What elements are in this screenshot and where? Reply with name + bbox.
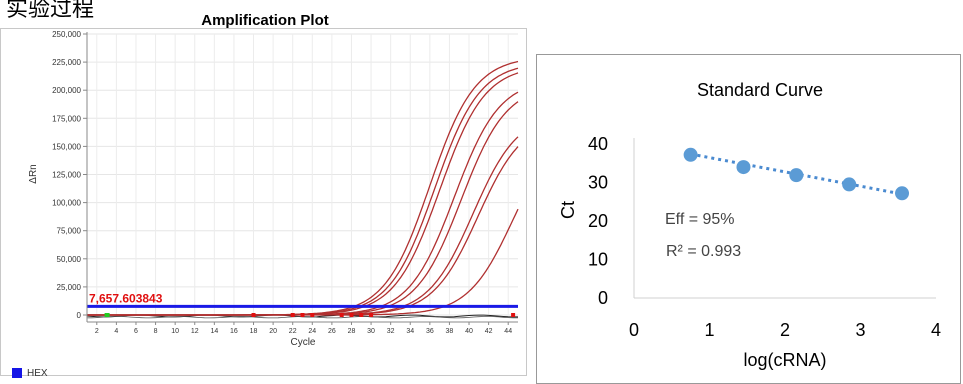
amplification-x-tick-label: 16 <box>230 328 238 335</box>
amplification-x-tick-label: 42 <box>485 328 493 335</box>
ct-marker <box>349 313 354 317</box>
ct-marker <box>300 313 305 317</box>
standard-curve-y-tick-label: 30 <box>588 173 608 193</box>
standard-curve-x-tick-label: 0 <box>629 320 639 340</box>
standard-curve-x-tick-label: 3 <box>855 320 865 340</box>
standard-curve-x-tick-label: 4 <box>931 320 941 340</box>
standard-curve-point-5 <box>895 186 910 201</box>
ct-marker <box>359 313 364 317</box>
standard-curve-y-tick-label: 10 <box>588 250 608 270</box>
amplification-y-axis-label: ΔRn <box>28 164 39 183</box>
amplification-y-tick-label: 175,000 <box>52 114 81 123</box>
standard-curve-y-tick-label: 40 <box>588 134 608 154</box>
amplification-x-tick-label: 10 <box>171 328 179 335</box>
amplification-y-tick-label: 225,000 <box>52 58 81 67</box>
amplification-x-tick-label: 32 <box>387 328 395 335</box>
standard-curve-annotation-eff: Eff = 95% <box>665 211 735 228</box>
amplification-x-tick-label: 18 <box>250 328 258 335</box>
standard-curve-x-tick-label: 2 <box>780 320 790 340</box>
ct-marker <box>290 313 295 317</box>
ct-marker <box>511 313 516 317</box>
standard-curve-y-axis-label: Ct <box>558 201 578 219</box>
amplification-plot-title: Amplification Plot <box>201 12 329 29</box>
amplification-y-tick-label: 125,000 <box>52 171 81 180</box>
amplification-plot: 0 25,000 50,000 75,000 100,000 125,000 150,000… <box>0 28 527 376</box>
amplification-x-tick-label: 26 <box>328 328 336 335</box>
amplification-x-tick-label: 2 <box>95 328 99 335</box>
amplification-legend: HEX <box>12 366 48 380</box>
standard-curve-point-3 <box>789 168 804 183</box>
standard-curve-y-tick-label: 20 <box>588 211 608 231</box>
amplification-y-tick-label: 150,000 <box>52 142 81 151</box>
standard-curve-title: Standard Curve <box>697 80 823 100</box>
amplification-y-tick-label: 25,000 <box>57 283 82 292</box>
amplification-y-tick-label: 50,000 <box>57 255 82 264</box>
standard-curve-frame <box>536 54 961 384</box>
amplification-y-tick-label: 250,000 <box>52 30 81 39</box>
amplification-x-tick-label: 38 <box>446 328 454 335</box>
amplification-x-axis-label: Cycle <box>290 337 315 348</box>
amplification-x-tick-label: 28 <box>348 328 356 335</box>
amplification-x-tick-label: 12 <box>191 328 199 335</box>
amplification-x-tick-label: 8 <box>154 328 158 335</box>
ct-marker <box>251 313 256 317</box>
amplification-x-tick-label: 30 <box>367 328 375 335</box>
standard-curve-x-axis-label: log(cRNA) <box>743 350 826 370</box>
amplification-x-tick-label: 20 <box>269 328 277 335</box>
amplification-x-tick-label: 44 <box>504 328 512 335</box>
standard-curve-x-tick-label: 1 <box>704 320 714 340</box>
ct-marker <box>310 313 315 317</box>
amplification-y-tick-label: 100,000 <box>52 199 81 208</box>
standard-curve-chart: Standard Curve 0 10 20 30 40 0 1 2 3 4 Ct log(cR… <box>536 54 961 384</box>
amplification-x-tick-label: 14 <box>210 328 218 335</box>
ct-marker <box>339 313 344 317</box>
amplification-y-tick-label: 75,000 <box>57 227 82 236</box>
amplification-x-tick-label: 4 <box>114 328 118 335</box>
ct-marker <box>369 313 374 317</box>
legend-swatch-hex <box>12 368 22 378</box>
standard-curve-point-2 <box>736 160 751 175</box>
amplification-x-tick-label: 22 <box>289 328 297 335</box>
page-header-fragment: 实验过程 <box>6 0 95 22</box>
standard-curve-y-tick-label: 0 <box>598 288 608 308</box>
amplification-x-tick-label: 24 <box>308 328 316 335</box>
standard-curve-point-1 <box>683 147 698 162</box>
amplification-y-tick-label: 200,000 <box>52 86 81 95</box>
standard-curve-annotation-r2: R² = 0.993 <box>666 243 741 260</box>
standard-curve-point-4 <box>842 177 857 192</box>
amplification-x-tick-label: 40 <box>465 328 473 335</box>
amplification-x-tick-label: 34 <box>406 328 414 335</box>
amplification-x-tick-label: 6 <box>134 328 138 335</box>
legend-label-hex: HEX <box>27 367 48 379</box>
amplification-y-tick-label: 0 <box>77 311 82 320</box>
baseline-start-marker <box>104 313 110 317</box>
amplification-x-tick-label: 36 <box>426 328 434 335</box>
threshold-value-label: 7,657.603843 <box>89 291 163 305</box>
